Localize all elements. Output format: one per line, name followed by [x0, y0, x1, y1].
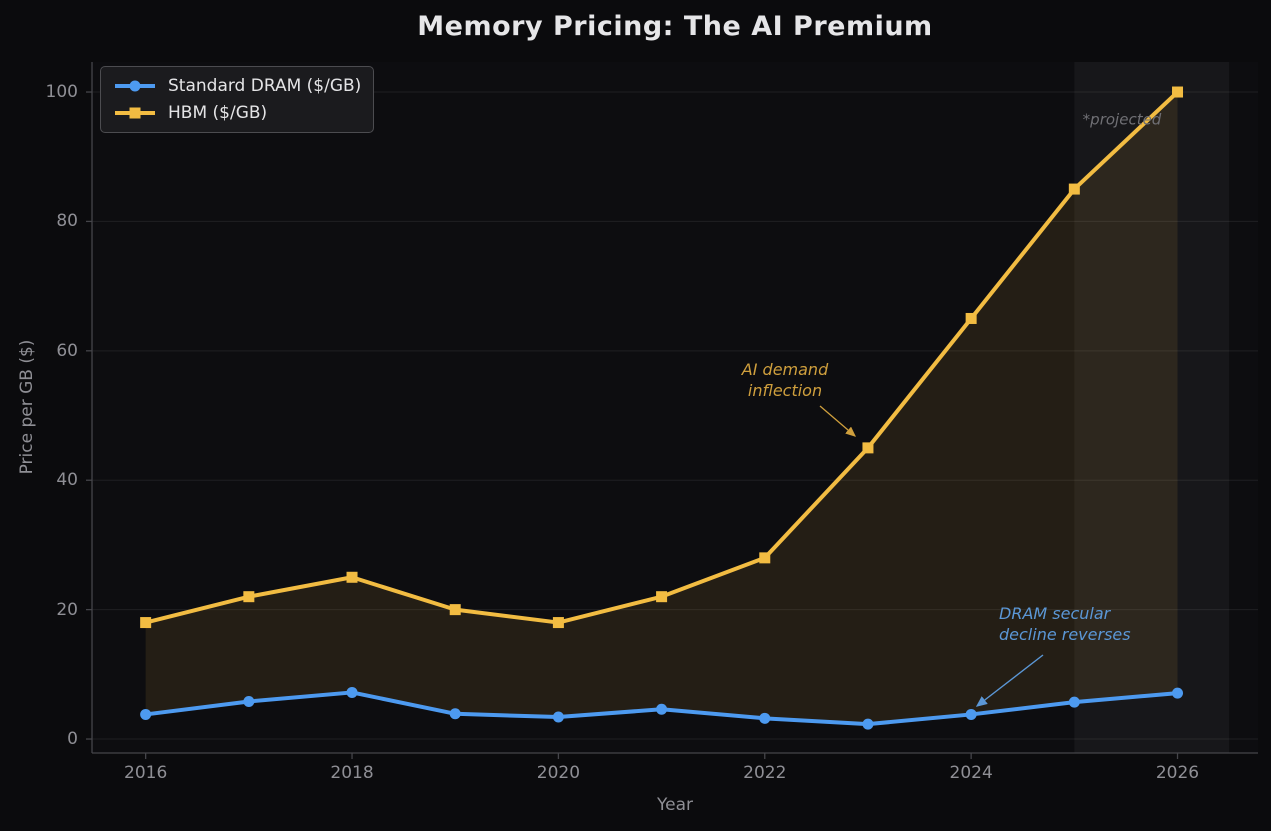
x-tick-label: 2026	[1155, 763, 1200, 783]
y-tick-label: 20	[56, 599, 78, 620]
annotation-line: decline reverses	[999, 625, 1131, 644]
annotation-projected: *projected	[1082, 110, 1162, 129]
hbm-point	[965, 312, 977, 324]
dram-point	[552, 711, 564, 723]
hbm-square-marker-icon	[115, 107, 155, 119]
dram-point	[243, 695, 255, 707]
dram-circle-marker-icon	[115, 80, 155, 92]
y-tick-label: 60	[56, 340, 78, 361]
hbm-point	[449, 604, 461, 616]
chart-title: Memory Pricing: The AI Premium	[417, 11, 933, 42]
hbm-point	[1172, 86, 1184, 98]
y-tick-label: 100	[45, 82, 78, 103]
hbm-point	[243, 591, 255, 603]
dram-point	[140, 708, 152, 720]
hbm-point	[862, 442, 874, 454]
dram-point	[759, 712, 771, 724]
y-tick-label: 40	[56, 470, 78, 491]
hbm-point	[1068, 183, 1080, 195]
dram-point	[965, 708, 977, 720]
dram-point	[1172, 687, 1184, 699]
x-tick-label: 2018	[330, 763, 374, 783]
dram-point	[449, 708, 461, 720]
legend-item-dram: Standard DRAM ($/GB)	[113, 76, 361, 96]
x-tick-label: 2024	[949, 763, 993, 783]
hbm-point	[140, 617, 152, 629]
y-tick-label: 80	[56, 211, 78, 232]
hbm-point	[552, 617, 564, 629]
x-tick-label: 2016	[124, 763, 168, 783]
legend-item-hbm: HBM ($/GB)	[113, 103, 361, 123]
ai-annotation-arrow	[819, 405, 856, 437]
axes-background	[92, 62, 1258, 753]
x-tick-label: 2020	[536, 763, 581, 783]
legend-label-hbm: HBM ($/GB)	[168, 103, 268, 123]
dram-point	[346, 686, 358, 698]
fill-between-area	[145, 92, 1178, 725]
annotation-dram-decline-reverses: DRAM secular decline reverses	[999, 603, 1131, 645]
dram-point	[862, 718, 874, 730]
annotation-line: inflection	[747, 381, 823, 400]
projected-region-band	[1074, 62, 1230, 753]
annotation-line: DRAM secular	[999, 604, 1111, 623]
hbm-point	[759, 552, 771, 564]
dram-point	[1068, 696, 1080, 708]
annotation-ai-demand-inflection: AI demand inflection	[742, 359, 828, 401]
dram-annotation-arrow	[975, 654, 1044, 707]
dram-point	[656, 703, 668, 715]
x-tick-label: 2022	[743, 763, 787, 783]
x-axis-label: Year	[657, 795, 693, 815]
legend-label-dram: Standard DRAM ($/GB)	[168, 76, 362, 96]
legend: Standard DRAM ($/GB) HBM ($/GB)	[100, 66, 375, 133]
hbm-point	[656, 591, 668, 603]
annotation-line: AI demand	[741, 360, 829, 379]
hbm-point	[346, 571, 358, 583]
y-tick-label: 0	[67, 729, 78, 750]
